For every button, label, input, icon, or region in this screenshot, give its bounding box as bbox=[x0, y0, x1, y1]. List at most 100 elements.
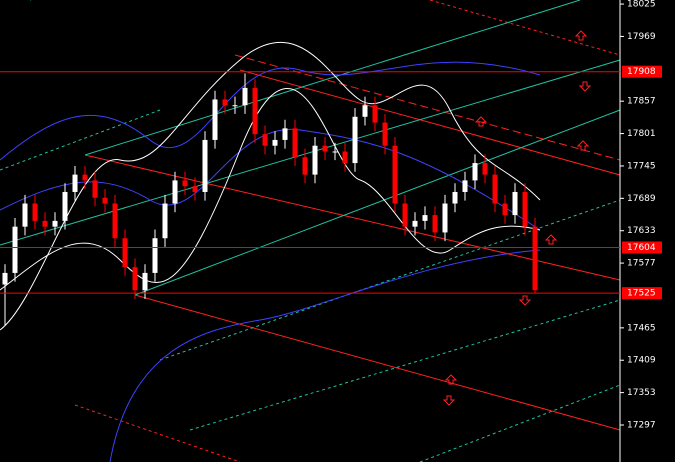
arrow bbox=[578, 81, 592, 92]
candle-body bbox=[102, 197, 108, 204]
candle-body bbox=[222, 99, 228, 106]
candle-body bbox=[152, 238, 158, 273]
candle-body bbox=[282, 128, 288, 140]
candle-body bbox=[512, 191, 518, 216]
candle-body bbox=[132, 267, 138, 291]
arrows bbox=[442, 30, 592, 406]
band-line bbox=[0, 128, 541, 231]
candle-body bbox=[122, 238, 128, 268]
candle-body bbox=[292, 128, 298, 158]
candle-body bbox=[262, 134, 268, 146]
candle-body bbox=[272, 139, 278, 146]
fan-line bbox=[134, 109, 621, 296]
candle-body bbox=[372, 105, 378, 123]
fan-line bbox=[0, 59, 621, 246]
y-tick-label: 17633 bbox=[627, 226, 656, 236]
candle-body bbox=[442, 203, 448, 233]
fan-line bbox=[84, 0, 581, 156]
channel-line bbox=[84, 154, 621, 281]
trend-lines bbox=[0, 0, 621, 462]
y-tick-label: 17801 bbox=[627, 129, 656, 139]
candle-body bbox=[182, 180, 188, 187]
arrow bbox=[444, 374, 458, 385]
candle-body bbox=[482, 163, 488, 175]
candle-body bbox=[42, 220, 48, 227]
channel-line bbox=[134, 294, 621, 431]
candle-body bbox=[252, 87, 258, 135]
candle-body bbox=[532, 226, 538, 291]
candle-body bbox=[412, 220, 418, 227]
candle-body bbox=[322, 145, 328, 152]
band-line bbox=[0, 61, 541, 161]
band-line bbox=[0, 42, 541, 331]
candle-body bbox=[342, 151, 348, 164]
candle-body bbox=[472, 163, 478, 181]
band-line bbox=[0, 87, 541, 291]
candle-body bbox=[452, 191, 458, 204]
level-label-box bbox=[622, 287, 662, 300]
candle-body bbox=[462, 180, 468, 192]
candle-body bbox=[382, 122, 388, 146]
channel-line bbox=[74, 404, 241, 462]
y-tick-label: 18025 bbox=[627, 0, 656, 10]
candle-body bbox=[52, 220, 58, 227]
channel-line bbox=[239, 69, 621, 176]
arrow bbox=[544, 234, 558, 245]
candle-body bbox=[92, 180, 98, 198]
candle-body bbox=[62, 191, 68, 221]
level-label: 17908 bbox=[627, 67, 656, 77]
y-tick-label: 17577 bbox=[627, 259, 656, 269]
candle-body bbox=[302, 157, 308, 175]
y-tick-label: 17689 bbox=[627, 194, 656, 204]
candle-body bbox=[312, 145, 318, 175]
arrow bbox=[474, 116, 488, 127]
channel-line bbox=[234, 54, 621, 161]
candle-body bbox=[432, 215, 438, 233]
candle-body bbox=[422, 215, 428, 221]
fan-line bbox=[0, 109, 161, 171]
y-tick-label: 17465 bbox=[627, 323, 656, 333]
candle-body bbox=[22, 203, 28, 227]
fan-line bbox=[189, 299, 621, 431]
level-label: 17604 bbox=[627, 243, 656, 253]
arrow bbox=[518, 295, 532, 306]
candle-body bbox=[82, 174, 88, 181]
candle-body bbox=[492, 174, 498, 204]
level-label: 17525 bbox=[627, 289, 656, 299]
candle-body bbox=[352, 116, 358, 164]
y-tick-label: 17409 bbox=[627, 356, 656, 366]
candle-body bbox=[32, 203, 38, 221]
band-line bbox=[109, 249, 541, 462]
candle-body bbox=[502, 203, 508, 216]
level-label-box bbox=[622, 241, 662, 254]
candle-body bbox=[362, 105, 368, 117]
candle-body bbox=[142, 272, 148, 291]
candle-body bbox=[202, 139, 208, 192]
arrow bbox=[442, 395, 456, 406]
arrow bbox=[574, 30, 588, 41]
candle-body bbox=[232, 105, 238, 107]
y-tick-label: 17297 bbox=[627, 420, 656, 430]
candle-body bbox=[192, 186, 198, 192]
arrow bbox=[576, 140, 590, 151]
candle-body bbox=[332, 151, 338, 153]
candle-body bbox=[172, 180, 178, 204]
candle-body bbox=[72, 174, 78, 192]
y-tick-label: 17353 bbox=[627, 388, 656, 398]
candle-body bbox=[12, 226, 18, 273]
candle-body bbox=[522, 191, 528, 227]
y-tick-label: 17969 bbox=[627, 32, 656, 42]
channel-line bbox=[429, 0, 621, 56]
candle-body bbox=[212, 99, 218, 140]
candle-body bbox=[242, 87, 248, 106]
candle-body bbox=[112, 203, 118, 239]
candle-body bbox=[2, 272, 8, 285]
candle-body bbox=[162, 203, 168, 239]
level-label-box bbox=[622, 65, 662, 78]
y-tick-label: 17857 bbox=[627, 97, 656, 107]
candle-body bbox=[392, 145, 398, 204]
y-tick-label: 17745 bbox=[627, 161, 656, 171]
